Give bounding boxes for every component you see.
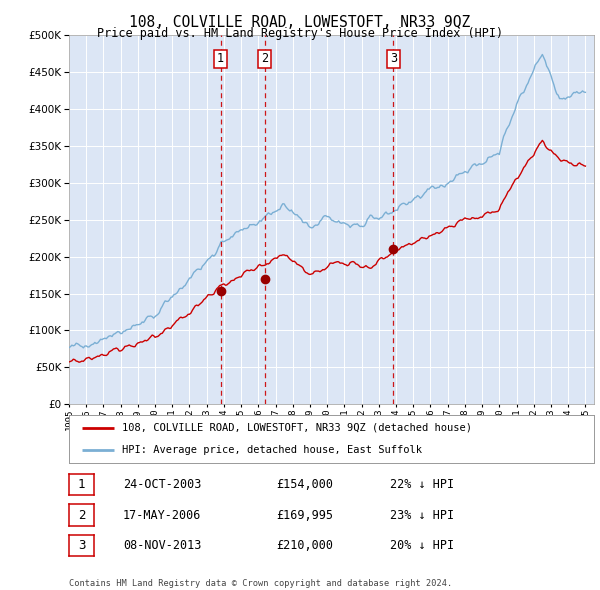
- Text: 17-MAY-2006: 17-MAY-2006: [123, 509, 202, 522]
- Text: 1: 1: [78, 478, 85, 491]
- Text: 1: 1: [217, 53, 224, 65]
- Text: 108, COLVILLE ROAD, LOWESTOFT, NR33 9QZ: 108, COLVILLE ROAD, LOWESTOFT, NR33 9QZ: [130, 15, 470, 30]
- Text: HPI: Average price, detached house, East Suffolk: HPI: Average price, detached house, East…: [121, 445, 421, 455]
- Text: 108, COLVILLE ROAD, LOWESTOFT, NR33 9QZ (detached house): 108, COLVILLE ROAD, LOWESTOFT, NR33 9QZ …: [121, 423, 472, 433]
- Text: Price paid vs. HM Land Registry's House Price Index (HPI): Price paid vs. HM Land Registry's House …: [97, 27, 503, 40]
- Text: 3: 3: [390, 53, 397, 65]
- Text: Contains HM Land Registry data © Crown copyright and database right 2024.
This d: Contains HM Land Registry data © Crown c…: [69, 579, 452, 590]
- Text: £210,000: £210,000: [276, 539, 333, 552]
- Text: 23% ↓ HPI: 23% ↓ HPI: [390, 509, 454, 522]
- Text: 20% ↓ HPI: 20% ↓ HPI: [390, 539, 454, 552]
- Text: 08-NOV-2013: 08-NOV-2013: [123, 539, 202, 552]
- Text: 3: 3: [78, 539, 85, 552]
- Text: 2: 2: [261, 53, 268, 65]
- Text: 24-OCT-2003: 24-OCT-2003: [123, 478, 202, 491]
- Text: £154,000: £154,000: [276, 478, 333, 491]
- Text: 2: 2: [78, 509, 85, 522]
- Text: £169,995: £169,995: [276, 509, 333, 522]
- Text: 22% ↓ HPI: 22% ↓ HPI: [390, 478, 454, 491]
